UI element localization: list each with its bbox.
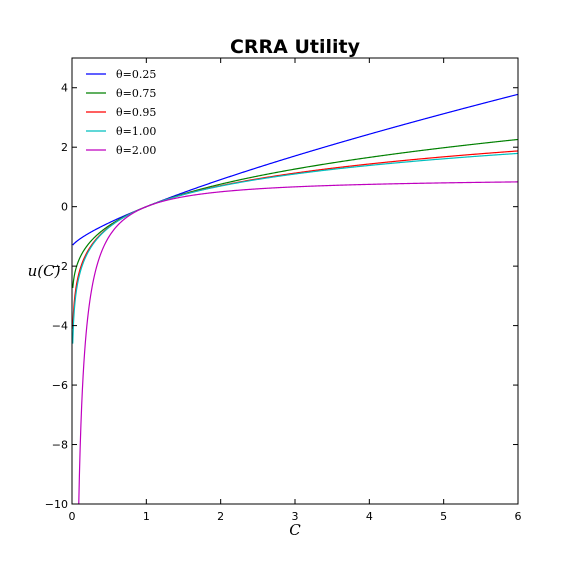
legend: θ=0.25 θ=0.75 θ=0.95 θ=1.00 θ=2.00 (86, 68, 156, 157)
x-tick-label: 2 (217, 510, 224, 523)
legend-label-1: θ=0.25 (116, 68, 156, 81)
series-lines (72, 93, 518, 504)
x-tick-label: 3 (292, 510, 299, 523)
y-tick-label: −6 (52, 379, 68, 392)
x-tick-label: 0 (69, 510, 76, 523)
x-tick-label: 5 (440, 510, 447, 523)
legend-label-3: θ=0.95 (116, 106, 156, 119)
series-line-4 (72, 152, 518, 344)
y-tick-label: −2 (52, 260, 68, 273)
x-tick-label: 4 (366, 510, 373, 523)
y-tick-label: −4 (52, 320, 68, 333)
legend-label-5: θ=2.00 (116, 144, 156, 157)
y-tick-label: −8 (52, 439, 68, 452)
legend-label-4: θ=1.00 (116, 125, 156, 138)
y-tick-label: −10 (45, 498, 68, 511)
series-line-2 (72, 138, 518, 289)
series-line-5 (78, 181, 518, 504)
y-tick-label: 0 (61, 201, 68, 214)
x-tick-label: 1 (143, 510, 150, 523)
y-tick-label: 2 (61, 141, 68, 154)
chart-title: CRRA Utility (230, 36, 361, 58)
legend-label-2: θ=0.75 (116, 87, 156, 100)
x-axis-label: C (289, 521, 301, 539)
y-axis-label: u(C) (28, 262, 61, 280)
series-line-3 (72, 150, 518, 329)
x-axis: 0 1 2 3 4 5 6 (69, 58, 522, 523)
x-tick-label: 6 (515, 510, 522, 523)
y-tick-label: 4 (61, 82, 68, 95)
y-axis: −10 −8 −6 −4 −2 0 2 4 (45, 82, 518, 511)
